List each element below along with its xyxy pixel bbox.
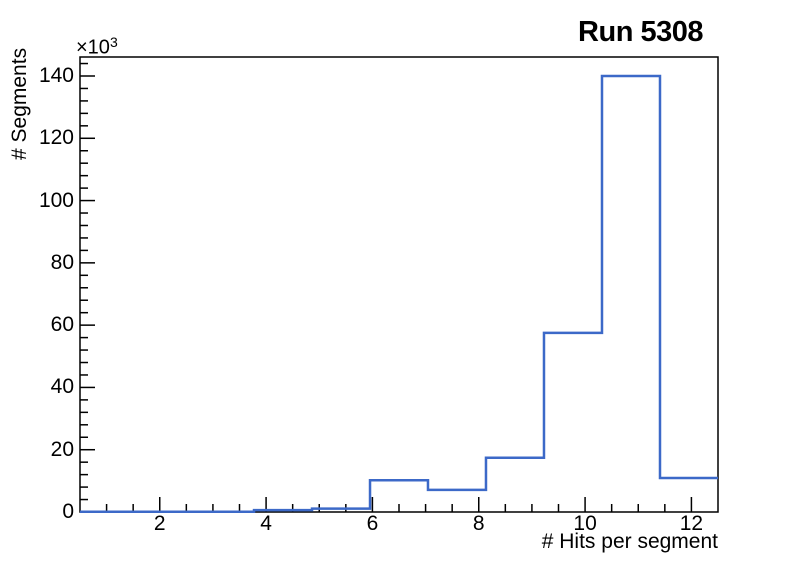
- x-axis-title: # Hits per segment: [541, 530, 718, 553]
- y-axis-scale-multiplier: ×103: [76, 33, 118, 60]
- y-tick-label: 20: [50, 437, 74, 461]
- y-scale-mantissa: ×10: [76, 36, 110, 59]
- plot-title: Run 5308: [578, 16, 703, 48]
- y-tick-label: 60: [50, 313, 74, 337]
- y-tick-label: 40: [50, 375, 74, 399]
- y-tick-label: 120: [38, 126, 74, 150]
- y-tick-label: 140: [38, 63, 74, 87]
- x-tick-label: 10: [573, 512, 597, 535]
- x-tick-label: 12: [679, 512, 704, 535]
- y-tick-label: 100: [38, 188, 74, 212]
- x-tick-label: 4: [260, 512, 272, 535]
- x-tick-label: 2: [153, 512, 166, 535]
- histogram-line: [80, 74, 718, 513]
- plot-frame: [79, 56, 719, 513]
- y-tick-label: 0: [62, 500, 74, 523]
- x-tick-label: 6: [366, 512, 379, 535]
- x-tick-label: 8: [472, 512, 485, 535]
- y-tick-label: 80: [50, 250, 74, 274]
- y-scale-exponent: 3: [109, 34, 118, 50]
